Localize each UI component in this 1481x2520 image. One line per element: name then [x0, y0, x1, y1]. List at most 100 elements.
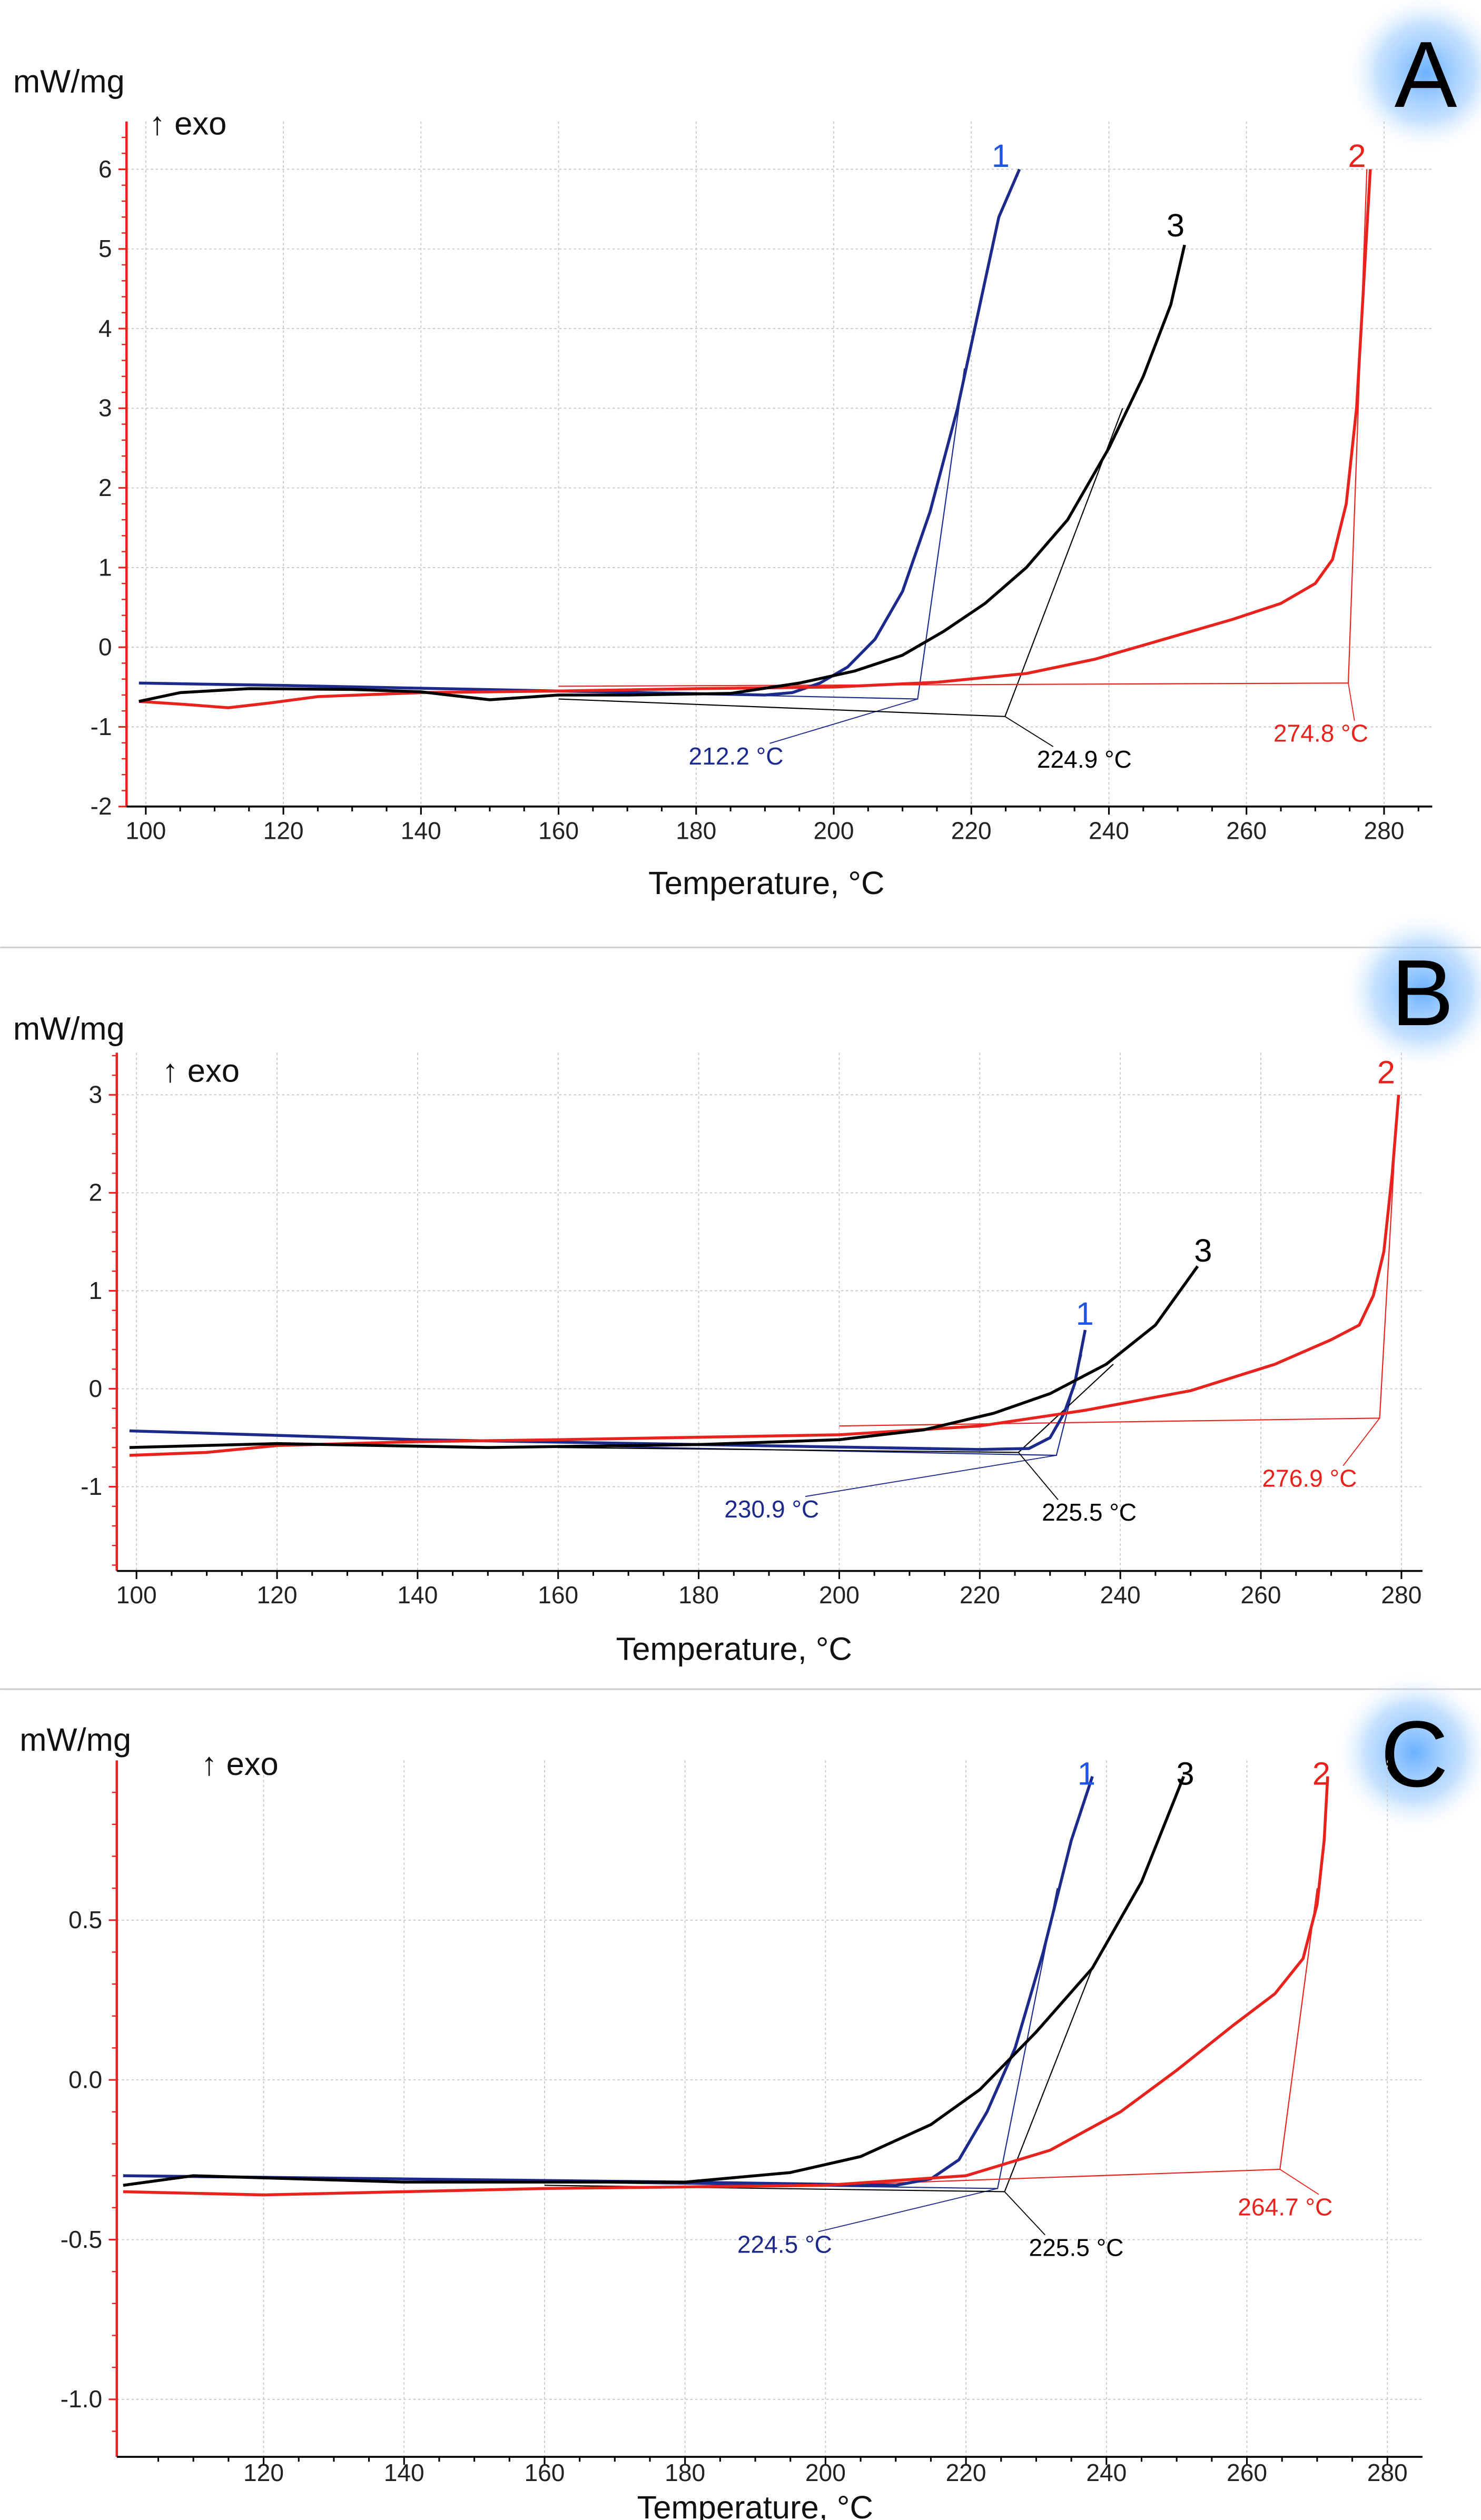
- onset-label-1: 212.2 °C: [689, 742, 784, 770]
- x-tick-label: 180: [676, 817, 716, 844]
- onset-tangent-2: [825, 1888, 1318, 2186]
- x-tick-label: 200: [805, 2459, 846, 2486]
- y-tick-label: 4: [98, 314, 112, 342]
- y-tick-label: 3: [98, 394, 112, 422]
- series-line-1: [139, 168, 1021, 697]
- onset-label-2: 276.9 °C: [1262, 1465, 1357, 1492]
- x-tick-label: 180: [665, 2459, 705, 2486]
- x-tick-label: 160: [538, 1581, 578, 1609]
- series-label-2: 2: [1377, 1055, 1395, 1091]
- series-label-2: 2: [1348, 138, 1366, 174]
- panel-letter: A: [1395, 22, 1457, 127]
- x-tick-label: 260: [1227, 2459, 1267, 2486]
- y-tick-label: 6: [98, 155, 112, 183]
- onset-label-3: 224.9 °C: [1037, 746, 1132, 773]
- onset-tangent-1: [558, 368, 965, 700]
- y-tick-label: 0: [98, 633, 112, 661]
- series-label-2: 2: [1312, 1756, 1330, 1792]
- onset-leader-1: [805, 1455, 1057, 1497]
- series-line-3: [123, 1775, 1186, 2187]
- exo-direction-label: ↑ exo: [162, 1053, 240, 1089]
- y-axis-label: mW/mg: [13, 1011, 125, 1047]
- chart-panel-b: B 100 120 140 160 180 200 220 240 260 280 -1 0 1 2 3 mW/…: [13, 910, 1481, 1668]
- y-tick-label: 1: [98, 553, 112, 581]
- onset-leader-2: [1279, 2169, 1319, 2195]
- exo-direction-label: ↑ exo: [149, 105, 226, 142]
- y-tick-label: 5: [98, 235, 112, 262]
- x-tick-label: 160: [524, 2459, 565, 2486]
- x-tick-label: 120: [257, 1581, 298, 1609]
- x-tick-label: 280: [1364, 817, 1404, 844]
- y-tick-label: -1: [91, 713, 112, 740]
- series-label-1: 1: [1076, 1296, 1094, 1332]
- onset-leader-1: [769, 698, 918, 744]
- series-line-3: [129, 1265, 1199, 1449]
- x-tick-label: 240: [1100, 1581, 1141, 1609]
- chart-panel-c: C 120 140 160 180 200 220 240 260 280 -1.0 -0.5 0.0 0…: [19, 1671, 1481, 2520]
- y-tick-label: 2: [88, 1179, 102, 1206]
- onset-leader-3: [1018, 1452, 1059, 1500]
- x-tick-label: 160: [538, 817, 579, 844]
- panel-badge-glow: [1341, 910, 1481, 1073]
- onset-leader-1: [818, 2188, 998, 2233]
- x-axis-label: Temperature, °C: [616, 1631, 852, 1668]
- onset-leader-2: [1348, 683, 1355, 721]
- y-tick-label: -1.0: [61, 2385, 102, 2413]
- x-tick-label: 120: [263, 817, 304, 844]
- exo-direction-label: ↑ exo: [201, 1746, 279, 1782]
- onset-label-3: 225.5 °C: [1042, 1499, 1137, 1526]
- x-tick-label: 220: [960, 1581, 1000, 1609]
- x-tick-label: 100: [116, 1581, 157, 1609]
- y-tick-label: 1: [88, 1277, 102, 1304]
- x-tick-label: 260: [1241, 1581, 1281, 1609]
- series-line-1: [129, 1330, 1087, 1451]
- panel-letter: C: [1380, 1702, 1448, 1807]
- x-tick-label: 280: [1367, 2459, 1408, 2486]
- y-tick-label: -1: [81, 1473, 102, 1500]
- y-tick-label: -2: [91, 792, 112, 820]
- onset-leader-2: [1342, 1417, 1380, 1466]
- series-label-3: 3: [1167, 207, 1184, 244]
- x-tick-label: 260: [1226, 817, 1267, 844]
- x-tick-label: 200: [819, 1581, 860, 1609]
- panel-badge-glow: [1345, 0, 1481, 154]
- panel-letter: B: [1391, 940, 1454, 1045]
- y-tick-label: 2: [98, 474, 112, 501]
- x-tick-label: 180: [678, 1581, 719, 1609]
- y-axis-label: mW/mg: [19, 1722, 131, 1758]
- onset-tangent-1: [544, 1888, 1058, 2189]
- x-tick-label: 100: [125, 817, 166, 844]
- x-tick-label: 140: [384, 2459, 424, 2486]
- series-line-2: [139, 169, 1372, 709]
- panel-badge-glow: [1333, 1671, 1481, 1833]
- onset-label-2: 264.7 °C: [1238, 2194, 1332, 2221]
- x-tick-label: 240: [1086, 2459, 1127, 2486]
- x-axis-label: Temperature, °C: [637, 2489, 873, 2520]
- y-tick-label: 0: [88, 1375, 102, 1402]
- onset-label-3: 225.5 °C: [1029, 2234, 1123, 2261]
- y-tick-label: -0.5: [61, 2226, 102, 2253]
- series-line-3: [139, 244, 1186, 703]
- onset-label-1: 230.9 °C: [724, 1495, 819, 1523]
- series-line-2: [123, 1776, 1329, 2197]
- onset-tangent-2: [839, 1095, 1399, 1427]
- onset-leader-3: [1004, 716, 1054, 747]
- series-line-1: [123, 1775, 1094, 2187]
- y-tick-label: 0.5: [68, 1906, 102, 1933]
- x-tick-label: 200: [814, 817, 854, 844]
- series-label-3: 3: [1176, 1756, 1194, 1792]
- chart-panel-a: A 100 120 140 160 180 200 220 240 260 280 -2 -1 0 1 2 3 4…: [13, 0, 1481, 901]
- x-tick-label: 140: [401, 817, 441, 844]
- onset-label-1: 224.5 °C: [737, 2230, 832, 2258]
- x-tick-label: 220: [951, 817, 992, 844]
- y-tick-label: 0.0: [68, 2066, 102, 2094]
- x-tick-label: 140: [397, 1581, 438, 1609]
- x-tick-label: 240: [1089, 817, 1129, 844]
- series-label-1: 1: [1078, 1756, 1095, 1792]
- x-tick-label: 220: [946, 2459, 986, 2486]
- onset-label-2: 274.8 °C: [1273, 720, 1368, 747]
- y-axis-label: mW/mg: [13, 63, 125, 100]
- x-tick-label: 280: [1381, 1581, 1421, 1609]
- x-axis-label: Temperature, °C: [648, 865, 884, 901]
